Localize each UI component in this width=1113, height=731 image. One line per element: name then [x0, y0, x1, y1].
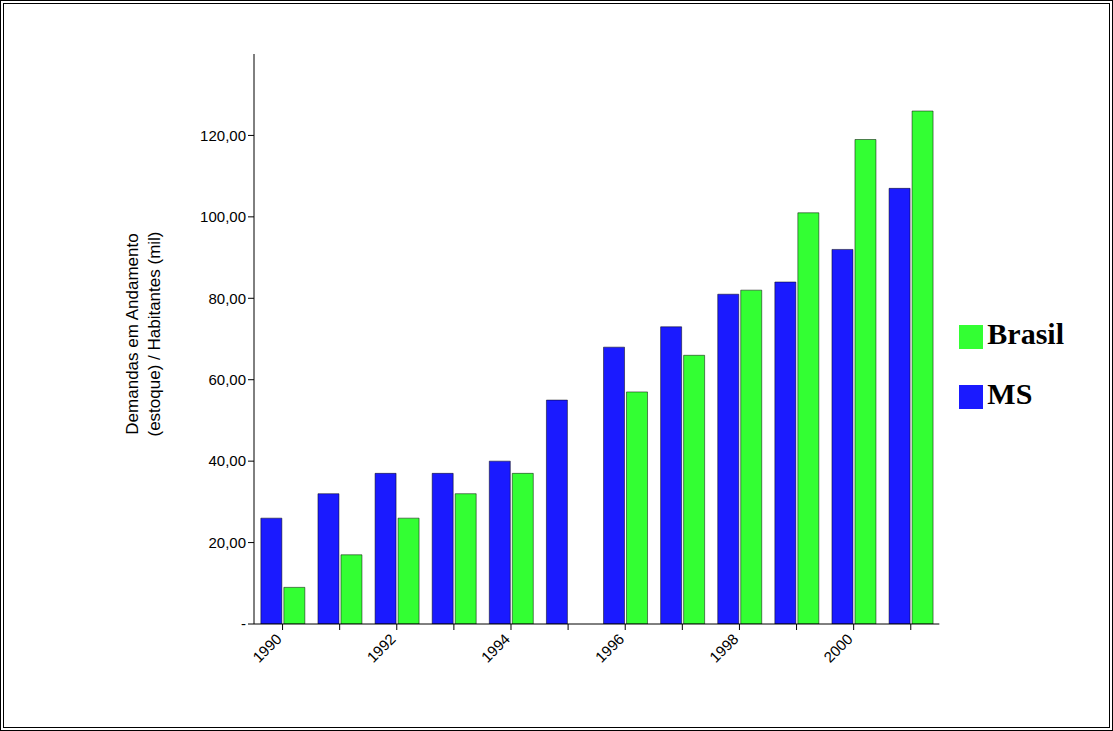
svg-text:60,00: 60,00: [208, 371, 246, 388]
svg-text:1998: 1998: [706, 630, 742, 666]
svg-text:-: -: [241, 615, 246, 632]
html-text:Brasil: Brasil: [987, 317, 1064, 350]
svg-text:20,00: 20,00: [208, 534, 246, 551]
svg-text:80,00: 80,00: [208, 290, 246, 307]
svg-text:2000: 2000: [820, 630, 856, 666]
svg-text:1990: 1990: [249, 630, 285, 666]
html-text:MS: MS: [987, 377, 1033, 410]
html-text:Demandas em Andamento: Demandas em Andamento: [123, 233, 142, 435]
svg-text:1996: 1996: [592, 630, 628, 666]
svg-text:1994: 1994: [477, 630, 513, 666]
html-text:(estoque) / Habitantes (mil): (estoque) / Habitantes (mil): [145, 231, 164, 437]
svg-text:1992: 1992: [363, 630, 399, 666]
svg-text:100,00: 100,00: [200, 208, 246, 225]
svg-text:40,00: 40,00: [208, 452, 246, 469]
svg-text:120,00: 120,00: [200, 127, 246, 144]
